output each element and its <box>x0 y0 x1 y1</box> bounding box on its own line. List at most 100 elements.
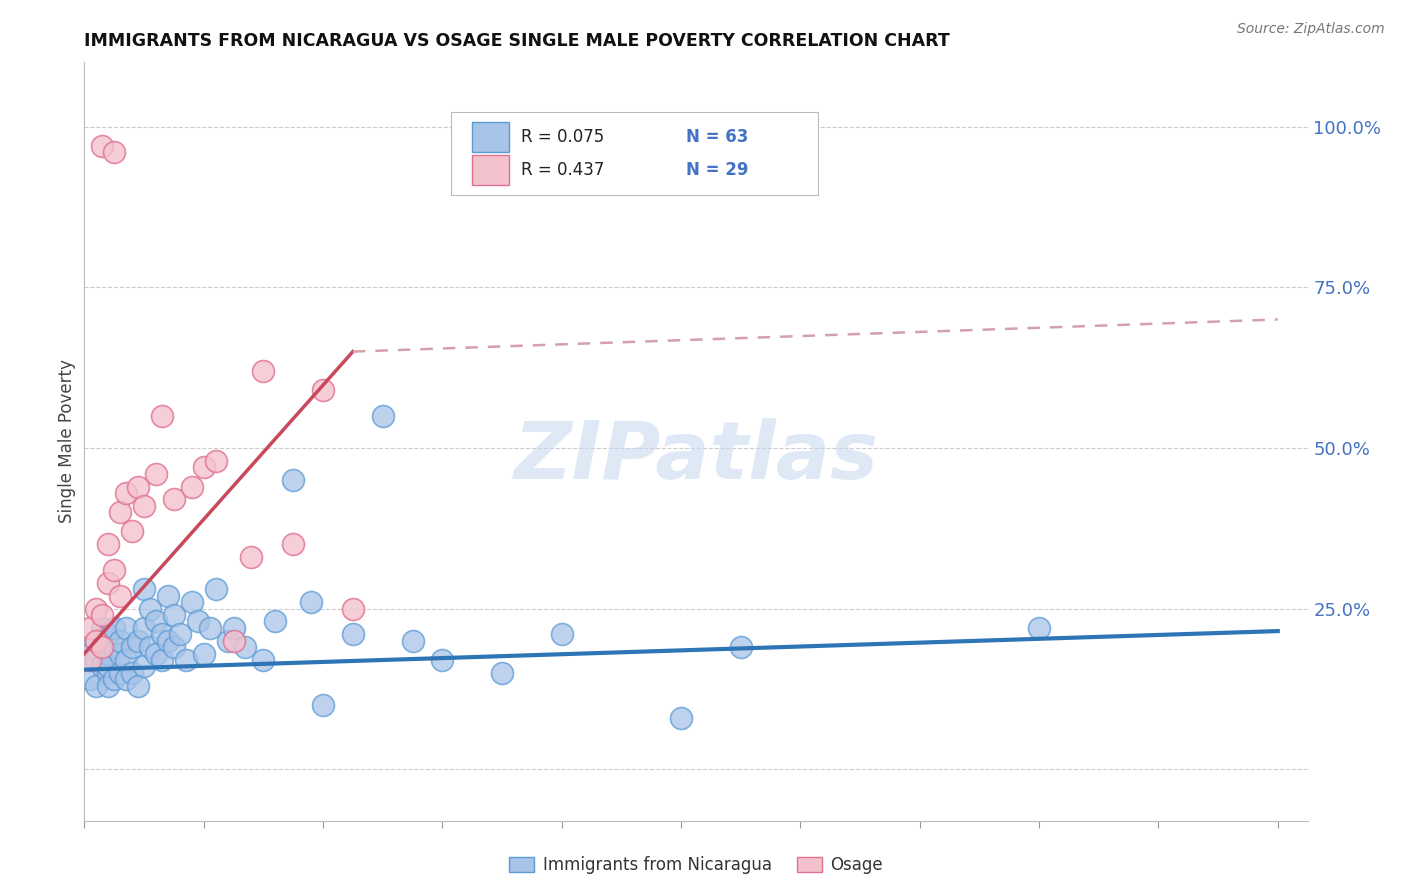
Point <box>103 145 125 160</box>
Point <box>145 615 167 629</box>
Point <box>240 550 263 565</box>
Text: ZIPatlas: ZIPatlas <box>513 417 879 496</box>
Point <box>217 633 239 648</box>
Point <box>84 679 107 693</box>
FancyBboxPatch shape <box>472 121 509 152</box>
Point <box>312 698 335 712</box>
Point <box>235 640 257 655</box>
Point <box>491 665 513 680</box>
Point <box>139 601 162 615</box>
Point <box>204 454 226 468</box>
Point <box>371 409 394 423</box>
Point <box>180 595 202 609</box>
Point <box>193 460 215 475</box>
Point <box>222 633 245 648</box>
Point <box>103 673 125 687</box>
Point <box>79 673 101 687</box>
Point <box>91 659 114 673</box>
Point <box>222 621 245 635</box>
Point <box>91 640 114 655</box>
Point <box>103 640 125 655</box>
Point <box>108 647 131 661</box>
Point <box>108 665 131 680</box>
Point <box>139 640 162 655</box>
Point <box>283 473 305 487</box>
Point <box>145 467 167 481</box>
Point <box>132 621 155 635</box>
Point <box>174 653 197 667</box>
Point <box>150 627 173 641</box>
Point <box>150 409 173 423</box>
Point <box>193 647 215 661</box>
Point <box>84 633 107 648</box>
Point <box>84 633 107 648</box>
Point <box>91 621 114 635</box>
Point <box>108 589 131 603</box>
Text: IMMIGRANTS FROM NICARAGUA VS OSAGE SINGLE MALE POVERTY CORRELATION CHART: IMMIGRANTS FROM NICARAGUA VS OSAGE SINGL… <box>84 32 950 50</box>
Point <box>127 479 149 493</box>
Point <box>156 589 179 603</box>
Point <box>401 633 423 648</box>
FancyBboxPatch shape <box>472 155 509 186</box>
Y-axis label: Single Male Poverty: Single Male Poverty <box>58 359 76 524</box>
Point <box>204 582 226 597</box>
Point <box>84 601 107 615</box>
Point <box>97 627 120 641</box>
FancyBboxPatch shape <box>451 112 818 195</box>
Point <box>97 647 120 661</box>
Point <box>730 640 752 655</box>
Point <box>432 653 454 667</box>
Point <box>163 492 186 507</box>
Text: Source: ZipAtlas.com: Source: ZipAtlas.com <box>1237 22 1385 37</box>
Point <box>108 633 131 648</box>
Point <box>150 653 173 667</box>
Legend: Immigrants from Nicaragua, Osage: Immigrants from Nicaragua, Osage <box>503 849 889 880</box>
Point <box>103 563 125 577</box>
Point <box>121 640 143 655</box>
Point <box>299 595 322 609</box>
Point <box>108 505 131 519</box>
Point <box>1028 621 1050 635</box>
Point <box>79 647 101 661</box>
Point <box>163 607 186 622</box>
Point <box>132 582 155 597</box>
Point <box>342 601 364 615</box>
Point <box>97 575 120 590</box>
Point <box>252 653 274 667</box>
Point <box>342 627 364 641</box>
Point <box>180 479 202 493</box>
Point <box>97 679 120 693</box>
Point <box>132 499 155 513</box>
Point <box>156 633 179 648</box>
Point <box>103 621 125 635</box>
Point <box>97 537 120 551</box>
Point <box>97 659 120 673</box>
Point <box>198 621 221 635</box>
Point <box>127 633 149 648</box>
Point <box>127 679 149 693</box>
Point <box>169 627 191 641</box>
Point <box>163 640 186 655</box>
Text: R = 0.075: R = 0.075 <box>522 128 605 145</box>
Point <box>115 621 138 635</box>
Point <box>669 711 692 725</box>
Text: R = 0.437: R = 0.437 <box>522 161 605 179</box>
Point <box>84 653 107 667</box>
Point <box>187 615 209 629</box>
Point <box>97 665 120 680</box>
Point <box>91 607 114 622</box>
Point <box>283 537 305 551</box>
Point <box>312 383 335 397</box>
Point <box>145 647 167 661</box>
Point <box>115 486 138 500</box>
Text: N = 29: N = 29 <box>686 161 748 179</box>
Point <box>79 653 101 667</box>
Point <box>79 621 101 635</box>
Point <box>264 615 287 629</box>
Point <box>121 665 143 680</box>
Point <box>91 139 114 153</box>
Point <box>91 640 114 655</box>
Point <box>132 659 155 673</box>
Point <box>551 627 574 641</box>
Point <box>115 673 138 687</box>
